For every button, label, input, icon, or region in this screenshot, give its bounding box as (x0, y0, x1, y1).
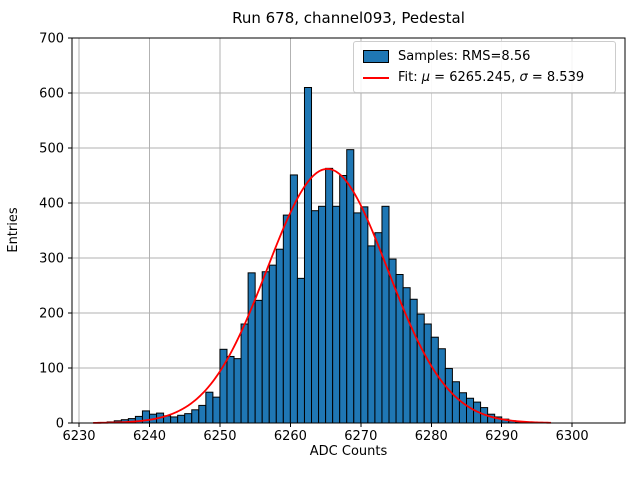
histogram-bar (254, 299, 263, 424)
legend-label: Fit: μ = 6265.245, σ = 8.539 (398, 70, 585, 85)
histogram-bar (205, 391, 214, 424)
y-tick-label: 700 (39, 32, 64, 47)
x-axis-label: ADC Counts (309, 444, 388, 459)
histogram-bar (247, 272, 256, 424)
histogram-bar (233, 358, 242, 424)
axes-frame (71, 37, 626, 424)
legend-swatch-fit-line (363, 76, 389, 79)
histogram-bar (318, 205, 327, 424)
y-tick-label: 100 (39, 362, 64, 377)
legend-entry: Fit: μ = 6265.245, σ = 8.539 (363, 70, 606, 85)
y-tick-label: 500 (39, 142, 64, 157)
y-axis: 0 100 200 300 400 500 600 700 (39, 32, 72, 432)
histogram-bar (374, 232, 383, 424)
gaussian-fit-curve (93, 167, 552, 424)
histogram-bar (430, 336, 439, 424)
x-tick-label: 6300 (556, 429, 589, 444)
y-tick-label: 300 (39, 252, 64, 267)
histogram-bar (311, 210, 320, 424)
histogram-bar (381, 205, 390, 424)
histogram-bar (416, 313, 425, 424)
histogram-bar (275, 248, 284, 424)
x-tick-label: 6260 (274, 429, 307, 444)
y-tick-label: 600 (39, 87, 64, 102)
x-tick-label: 6270 (344, 429, 377, 444)
histogram-bar (240, 323, 249, 424)
histogram-bar (451, 381, 460, 424)
histogram-bar (282, 214, 291, 424)
histogram-bar (296, 277, 305, 424)
histogram-bar (191, 409, 200, 424)
y-axis-label: Entries (6, 207, 21, 253)
legend-entry: Samples: RMS=8.56 (363, 49, 606, 64)
histogram-bar (261, 271, 270, 424)
x-tick-label: 6290 (485, 429, 518, 444)
histogram-bar (423, 323, 432, 424)
y-tick-label: 0 (56, 417, 64, 432)
histogram-bar (465, 397, 475, 424)
histogram-bar (332, 205, 341, 424)
histogram-bar (367, 245, 376, 424)
histogram-bar (268, 264, 277, 424)
histogram-bar (353, 212, 362, 424)
x-tick-label: 6250 (203, 429, 236, 444)
histogram-bar (395, 274, 404, 424)
histogram-bar (444, 368, 453, 424)
histogram-bars (99, 87, 524, 424)
x-axis: 6230 6240 6250 6260 6270 6280 6290 6300 (62, 423, 589, 444)
x-tick-label: 6240 (133, 429, 166, 444)
chart-title: Run 678, channel093, Pedestal (232, 9, 465, 27)
histogram-bar (226, 355, 235, 424)
legend-swatch-samples (363, 50, 389, 63)
histogram-bar (409, 298, 418, 424)
histogram-bar (360, 206, 369, 424)
histogram-bar (303, 87, 313, 424)
x-tick-label: 6280 (415, 429, 448, 444)
histogram-bar (402, 287, 411, 424)
histogram-bar (170, 416, 179, 424)
x-tick-label: 6230 (62, 429, 95, 444)
histogram-bar (177, 414, 186, 424)
histogram-bar (184, 413, 193, 424)
histogram-bar (212, 396, 221, 424)
legend-box: Samples: RMS=8.56 Fit: μ = 6265.245, σ = … (353, 41, 616, 93)
legend-label: Samples: RMS=8.56 (398, 49, 531, 64)
histogram-bar (198, 404, 207, 424)
y-tick-label: 400 (39, 197, 64, 212)
histogram-bar (325, 167, 334, 424)
histogram-bar (339, 175, 348, 424)
y-tick-label: 200 (39, 307, 64, 322)
histogram-bar (458, 392, 467, 424)
